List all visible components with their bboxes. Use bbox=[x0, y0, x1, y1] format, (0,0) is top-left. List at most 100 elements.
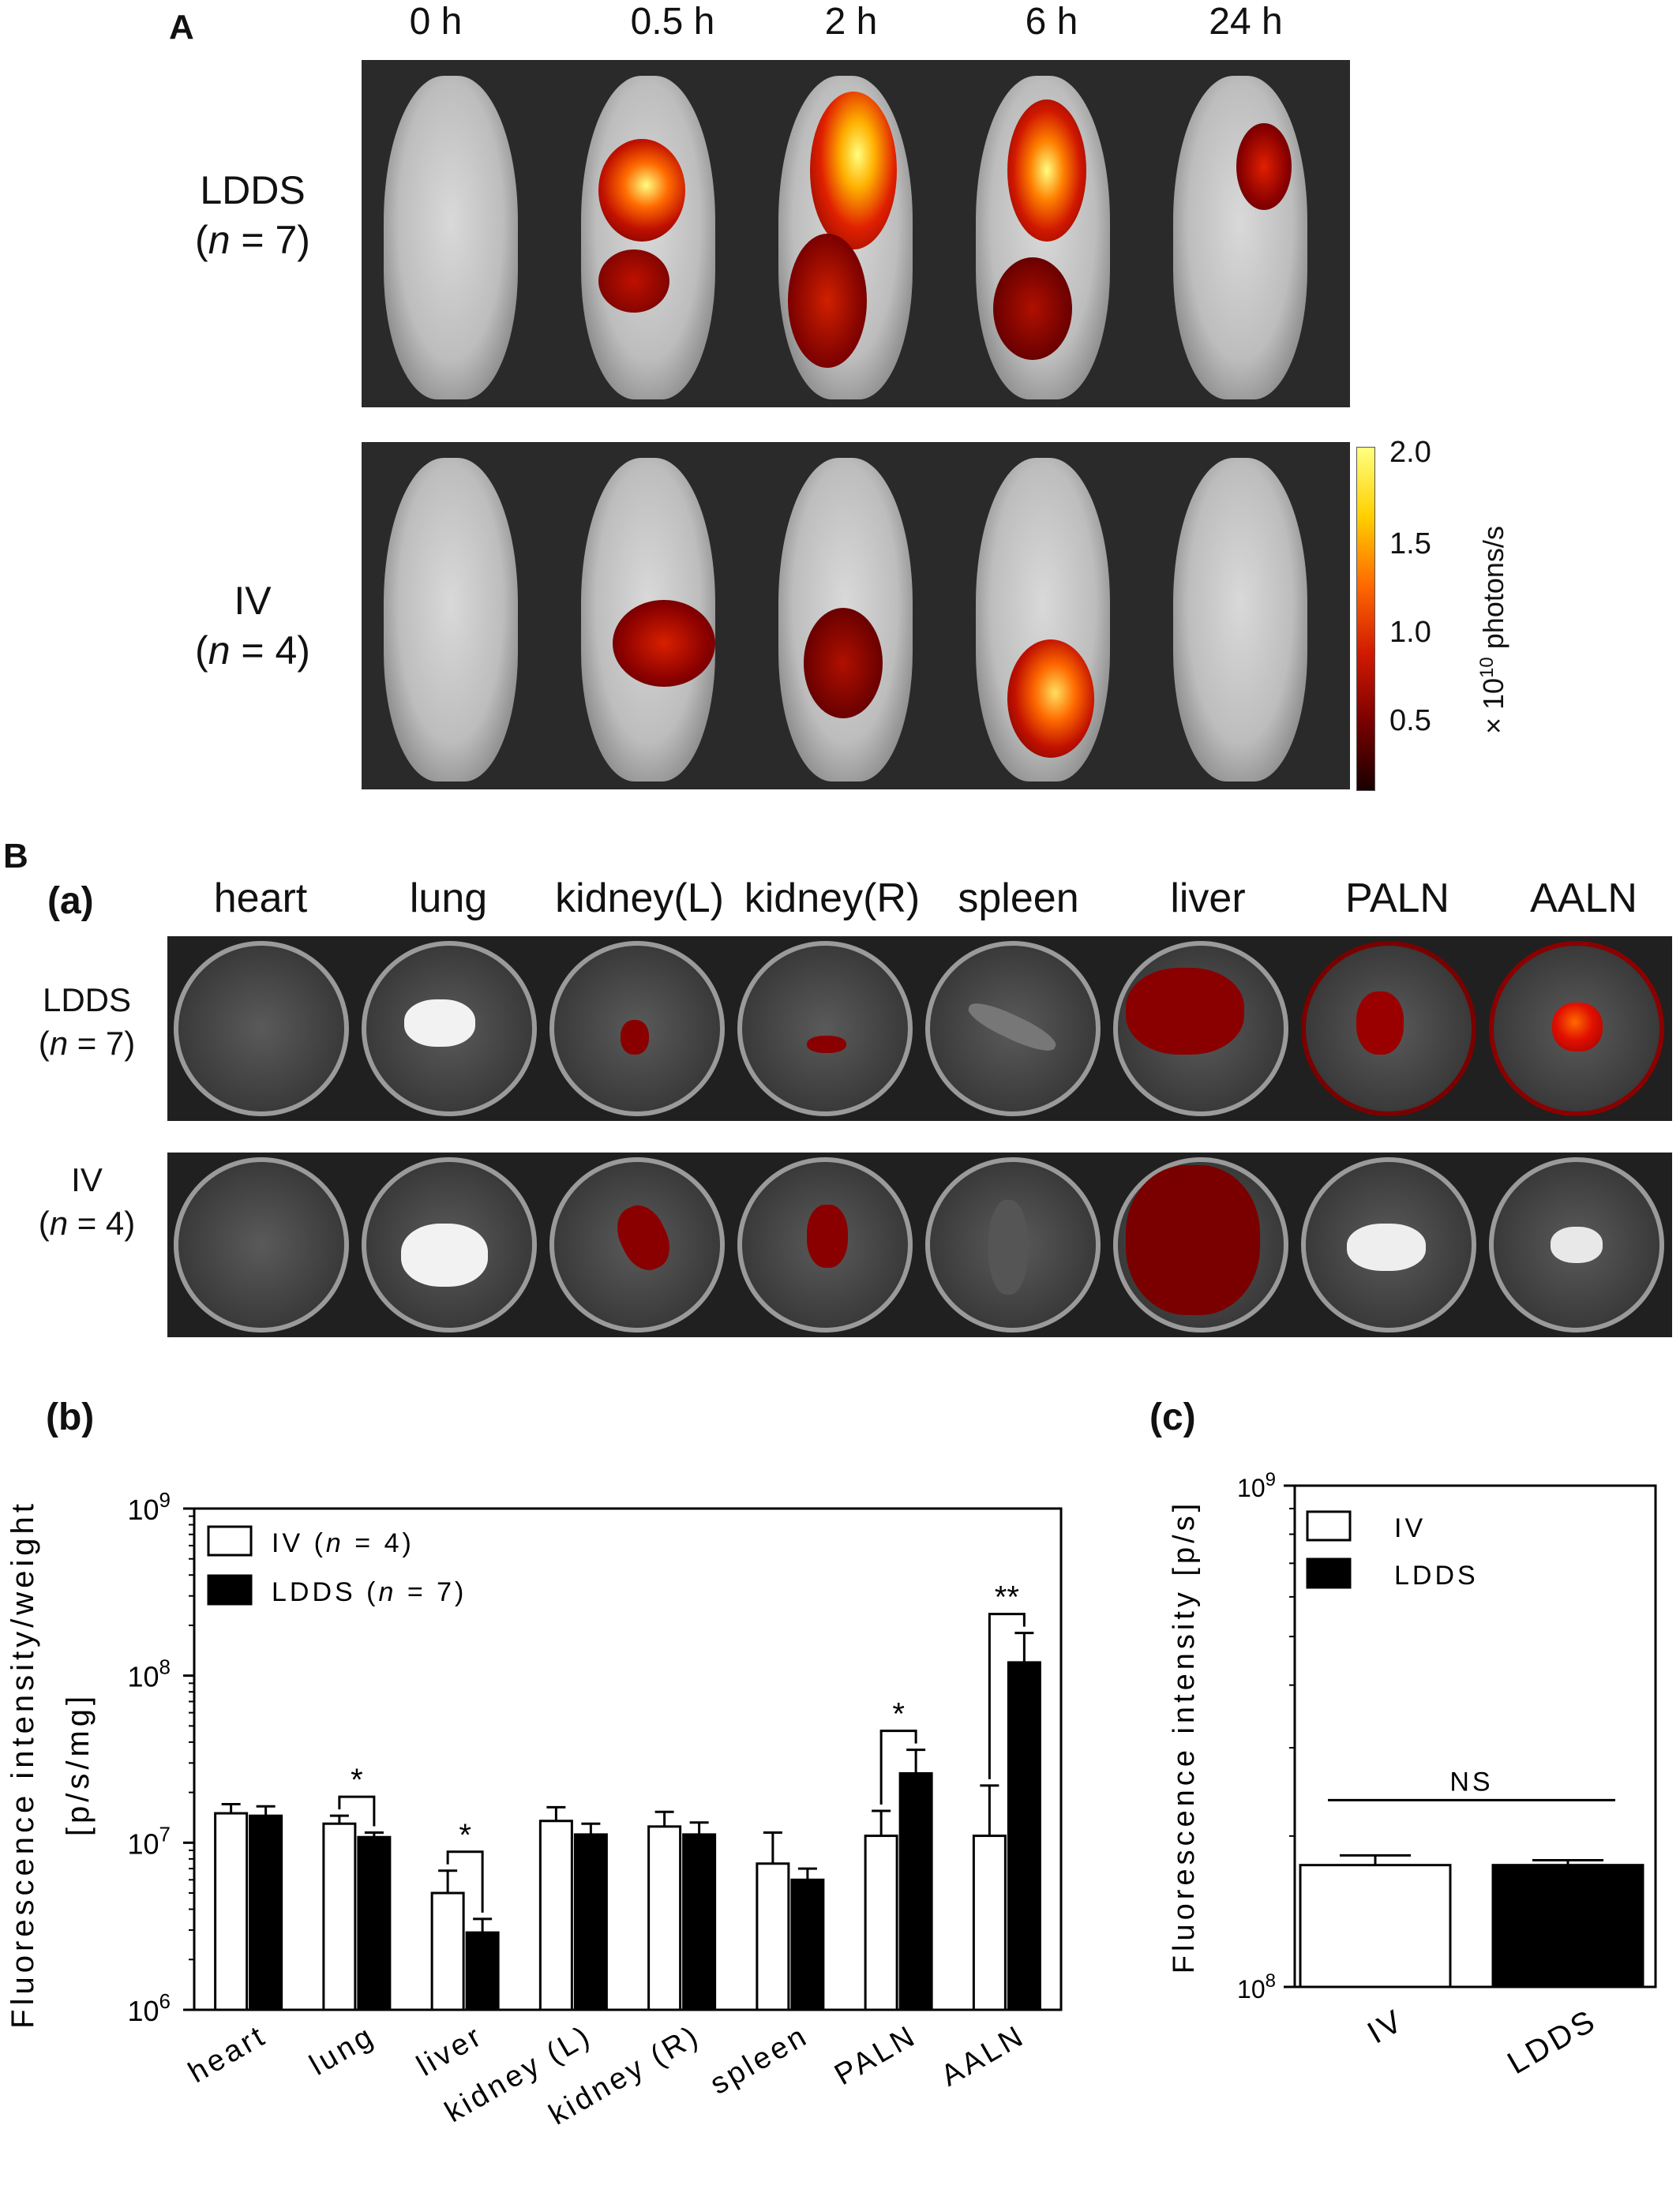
bar-iv bbox=[756, 1862, 790, 2011]
y-tick-label: 106 bbox=[127, 1989, 171, 2027]
tissue-sample bbox=[1552, 1003, 1603, 1051]
tissue-sample bbox=[621, 1020, 649, 1055]
mouse-image bbox=[384, 76, 518, 399]
y-tick-label: 108 bbox=[1237, 1970, 1276, 2003]
tissue-sample bbox=[1126, 1165, 1260, 1315]
panel-b-letter: B bbox=[3, 837, 28, 875]
x-tick-label: AALN bbox=[936, 2018, 1031, 2093]
panel-bc-letter: (c) bbox=[1149, 1396, 1196, 1438]
ldds-imaging-strip bbox=[362, 60, 1350, 407]
group-n: (n = 4) bbox=[195, 628, 310, 673]
significance-bracket bbox=[988, 1613, 1026, 1779]
time-label-3: 6 h bbox=[1025, 1, 1078, 43]
bar-iv bbox=[864, 1835, 898, 2011]
x-tick-label: spleen bbox=[705, 2018, 815, 2101]
significance-bracket bbox=[446, 1850, 484, 1913]
group-name: IV bbox=[71, 1161, 103, 1198]
organ-label-kidney-l: kidney(L) bbox=[555, 875, 724, 921]
legend-label-ldds: LDDS (n = 7) bbox=[272, 1577, 467, 1607]
bar-ldds bbox=[1007, 1661, 1041, 2011]
fluorescence-signal bbox=[804, 608, 883, 718]
legend-label-ldds: LDDS bbox=[1394, 1561, 1479, 1591]
bar-ldds bbox=[573, 1833, 608, 2011]
bar-iv bbox=[538, 1820, 573, 2011]
organ-label-heart: heart bbox=[213, 875, 308, 921]
y-tick-label: 109 bbox=[1237, 1469, 1276, 1502]
panel-a-group-iv: IV (n = 4) bbox=[174, 576, 332, 675]
tissue-sample bbox=[1347, 1224, 1426, 1271]
organ-label-aaln: AALN bbox=[1530, 875, 1637, 921]
bar-iv bbox=[322, 1822, 357, 2011]
panel-a-group-ldds: LDDS (n = 7) bbox=[174, 166, 332, 264]
tissue-sample bbox=[404, 999, 475, 1047]
time-label-1: 0.5 h bbox=[630, 1, 715, 43]
fluorescence-signal bbox=[1236, 123, 1292, 210]
y-tick-label: 109 bbox=[127, 1488, 171, 1526]
significance-marker: * bbox=[459, 1818, 471, 1853]
iv-imaging-strip bbox=[362, 442, 1350, 789]
chart-c-plot-frame bbox=[1293, 1484, 1657, 1988]
x-tick-label: lung bbox=[304, 2018, 381, 2082]
chart-b-ylabel-line2: [p/s/mg] bbox=[61, 1692, 96, 1836]
bar-ldds bbox=[790, 1878, 825, 2011]
legend-swatch-ldds bbox=[1306, 1557, 1352, 1589]
chart-b-plot-frame bbox=[193, 1507, 1063, 2011]
y-tick-label: 108 bbox=[127, 1655, 171, 1693]
group-name: LDDS bbox=[42, 981, 132, 1018]
organ-label-spleen: spleen bbox=[958, 875, 1079, 921]
bar-ldds bbox=[357, 1835, 392, 2011]
mouse-image bbox=[1173, 76, 1307, 399]
well-dish bbox=[362, 1157, 537, 1333]
bar-iv bbox=[647, 1825, 682, 2011]
well-dish bbox=[174, 941, 349, 1116]
bar-iv bbox=[214, 1812, 249, 2011]
y-tick-label: 107 bbox=[127, 1822, 171, 1860]
x-tick-label: LDDS bbox=[1502, 2003, 1603, 2081]
group-name: LDDS bbox=[200, 168, 306, 212]
tissue-sample bbox=[807, 1205, 848, 1268]
bar-iv bbox=[1299, 1864, 1452, 1988]
tissue-sample bbox=[1356, 991, 1404, 1055]
well-dish bbox=[549, 941, 725, 1116]
tissue-sample bbox=[1551, 1227, 1603, 1263]
panel-b-sub-a: (a) bbox=[47, 880, 94, 922]
panel-b-group-iv: IV (n = 4) bbox=[16, 1159, 158, 1245]
bar-ldds bbox=[682, 1833, 717, 2011]
colorbar-tick: 0.5 bbox=[1389, 704, 1431, 737]
significance-marker: ** bbox=[995, 1580, 1019, 1615]
bar-iv bbox=[430, 1891, 465, 2011]
organ-label-paln: PALN bbox=[1345, 875, 1449, 921]
fluorescence-signal bbox=[1007, 99, 1086, 242]
fluorescence-signal bbox=[993, 257, 1072, 360]
significance-marker: * bbox=[351, 1763, 363, 1797]
time-label-2: 2 h bbox=[824, 1, 878, 43]
fluorescence-signal bbox=[810, 92, 897, 249]
bar-iv bbox=[972, 1835, 1007, 2011]
mouse-image bbox=[384, 458, 518, 782]
fluorescence-signal bbox=[598, 139, 685, 242]
legend-label-iv: IV bbox=[1394, 1513, 1426, 1543]
bar-ldds bbox=[1491, 1864, 1644, 1988]
group-name: IV bbox=[234, 579, 272, 623]
group-n: (n = 7) bbox=[38, 1024, 136, 1062]
chart-c-ylabel: Fluorescence intensity [p/s] bbox=[1168, 1500, 1201, 1973]
x-tick-label: PALN bbox=[829, 2018, 922, 2092]
well-dish bbox=[737, 941, 913, 1116]
tissue-sample bbox=[401, 1224, 488, 1287]
legend-swatch-iv bbox=[1306, 1510, 1352, 1542]
legend-label-iv: IV (n = 4) bbox=[272, 1528, 414, 1558]
fluorescence-signal bbox=[598, 249, 669, 313]
bar-ldds bbox=[465, 1931, 500, 2011]
organ-label-kidney-r: kidney(R) bbox=[744, 875, 921, 921]
significance-marker: NS bbox=[1449, 1767, 1493, 1797]
fluorescence-signal bbox=[1007, 639, 1094, 758]
group-n: (n = 4) bbox=[38, 1204, 136, 1242]
well-dish bbox=[174, 1157, 349, 1333]
panel-b-group-ldds: LDDS (n = 7) bbox=[16, 979, 158, 1065]
iv-organ-plate bbox=[167, 1153, 1672, 1337]
chart-b-ylabel-line1: Fluorescence intensity/weight bbox=[6, 1500, 40, 2029]
tissue-sample bbox=[1126, 968, 1244, 1055]
legend-swatch-ldds bbox=[207, 1574, 253, 1606]
